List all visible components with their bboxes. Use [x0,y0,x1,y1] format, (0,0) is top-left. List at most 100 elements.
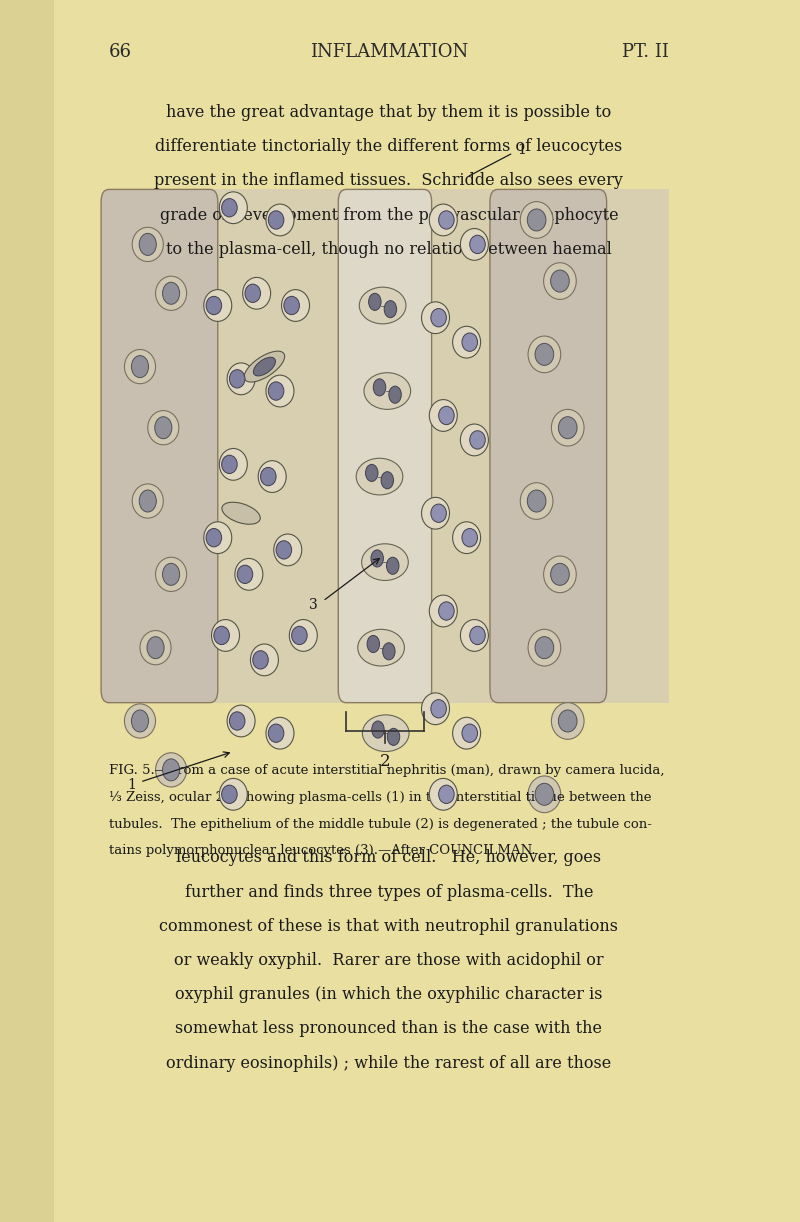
Ellipse shape [222,785,237,804]
Ellipse shape [520,483,553,519]
Ellipse shape [462,528,478,546]
Ellipse shape [384,301,397,318]
Text: further and finds three types of plasma-cells.  The: further and finds three types of plasma-… [185,884,593,901]
Ellipse shape [369,293,381,310]
FancyBboxPatch shape [109,189,669,703]
Ellipse shape [431,699,446,717]
Ellipse shape [230,711,245,731]
Ellipse shape [371,550,383,567]
Ellipse shape [222,198,237,218]
Ellipse shape [204,522,232,554]
Ellipse shape [462,332,478,352]
Ellipse shape [147,637,164,659]
Ellipse shape [438,785,454,804]
Ellipse shape [276,540,292,560]
Ellipse shape [422,693,450,725]
Ellipse shape [438,406,454,424]
Text: to the plasma-cell, though no relation between haemal: to the plasma-cell, though no relation b… [166,241,612,258]
Ellipse shape [551,409,584,446]
Ellipse shape [386,557,399,574]
FancyBboxPatch shape [338,189,432,703]
Ellipse shape [453,326,481,358]
Ellipse shape [227,705,255,737]
Ellipse shape [131,710,149,732]
Ellipse shape [550,563,570,585]
Text: grade of development from the perivascular lymphocyte: grade of development from the perivascul… [159,207,618,224]
Ellipse shape [235,558,263,590]
Ellipse shape [227,363,255,395]
Ellipse shape [266,204,294,236]
Ellipse shape [430,778,458,810]
Ellipse shape [268,210,284,230]
Ellipse shape [362,544,408,580]
FancyBboxPatch shape [490,189,606,703]
Ellipse shape [139,490,156,512]
Ellipse shape [139,233,156,255]
Ellipse shape [211,620,239,651]
Ellipse shape [222,502,260,524]
Ellipse shape [430,595,458,627]
Text: tains polymorphonuclear leucocytes (3).—After COUNCILMAN.: tains polymorphonuclear leucocytes (3).—… [109,844,535,858]
Ellipse shape [528,629,561,666]
Text: present in the inflamed tissues.  Schridde also sees every: present in the inflamed tissues. Schridd… [154,172,623,189]
Ellipse shape [535,637,554,659]
Ellipse shape [162,563,180,585]
Text: 3: 3 [309,598,318,612]
Text: differentiate tinctorially the different forms of leucocytes: differentiate tinctorially the different… [155,138,622,155]
Ellipse shape [453,717,481,749]
Ellipse shape [558,417,577,439]
Ellipse shape [382,643,395,660]
Ellipse shape [438,602,454,620]
Text: ⅓ Zeiss, ocular 2.  Showing plasma-cells (1) in the interstitial tissue between : ⅓ Zeiss, ocular 2. Showing plasma-cells … [109,791,651,804]
Ellipse shape [550,270,570,292]
Ellipse shape [268,381,284,400]
Ellipse shape [162,759,180,781]
Ellipse shape [155,753,186,787]
Ellipse shape [274,534,302,566]
Text: FIG. 5.—From a case of acute interstitial nephritis (man), drawn by camera lucid: FIG. 5.—From a case of acute interstitia… [109,764,664,777]
Ellipse shape [460,620,488,651]
Ellipse shape [366,464,378,481]
Ellipse shape [148,411,179,445]
Ellipse shape [254,357,275,376]
Ellipse shape [364,373,410,409]
Ellipse shape [372,721,384,738]
Ellipse shape [362,715,409,752]
Ellipse shape [551,703,584,739]
Ellipse shape [470,235,486,254]
Ellipse shape [253,650,268,670]
Ellipse shape [125,349,155,384]
Ellipse shape [204,290,232,321]
Ellipse shape [154,417,172,439]
FancyBboxPatch shape [0,0,54,1222]
Ellipse shape [527,490,546,512]
Ellipse shape [470,430,486,450]
Ellipse shape [460,229,488,260]
Ellipse shape [431,309,446,326]
Text: leucocytes and this form of cell.   He, however, goes: leucocytes and this form of cell. He, ho… [176,849,602,866]
Ellipse shape [292,627,307,645]
Text: INFLAMMATION: INFLAMMATION [310,43,468,61]
Ellipse shape [244,351,285,382]
Text: oxyphil granules (in which the oxyphilic character is: oxyphil granules (in which the oxyphilic… [175,986,602,1003]
FancyBboxPatch shape [101,189,218,703]
Ellipse shape [125,704,155,738]
Ellipse shape [132,484,163,518]
Ellipse shape [535,783,554,805]
Ellipse shape [155,276,186,310]
Ellipse shape [356,458,403,495]
Ellipse shape [266,375,294,407]
Ellipse shape [268,723,284,742]
Ellipse shape [242,277,270,309]
Ellipse shape [132,227,163,262]
Ellipse shape [266,717,294,749]
Text: tubules.  The epithelium of the middle tubule (2) is degenerated ; the tubule co: tubules. The epithelium of the middle tu… [109,818,652,831]
Ellipse shape [558,710,577,732]
Ellipse shape [258,461,286,492]
Ellipse shape [367,635,379,653]
Text: 2: 2 [380,753,390,770]
Ellipse shape [374,379,386,396]
Ellipse shape [290,620,318,651]
Ellipse shape [206,297,222,314]
Ellipse shape [520,202,553,238]
